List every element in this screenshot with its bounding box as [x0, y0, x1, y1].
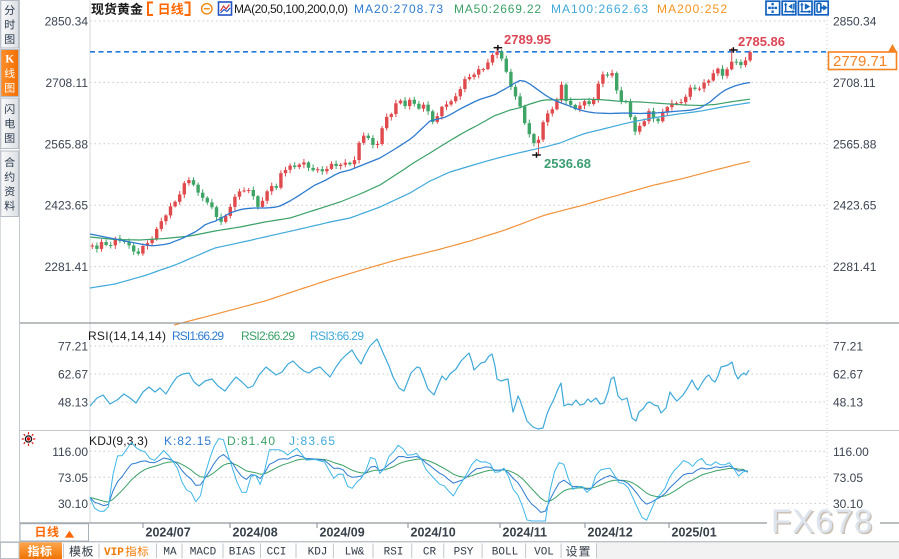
svg-text:MA(20,50,100,200,0,0): MA(20,50,100,200,0,0) — [234, 2, 348, 16]
svg-text:73.05: 73.05 — [833, 471, 863, 485]
svg-text:MA20:2708.73: MA20:2708.73 — [354, 2, 443, 16]
svg-text:2423.65: 2423.65 — [45, 199, 89, 213]
svg-text:RSI(14,14,14): RSI(14,14,14) — [88, 329, 166, 343]
svg-text:2024/10: 2024/10 — [411, 526, 456, 540]
svg-text:MA200:252: MA200:252 — [657, 2, 727, 16]
svg-text:KDJ(9,3,3): KDJ(9,3,3) — [89, 434, 148, 448]
svg-text:2565.88: 2565.88 — [833, 137, 877, 151]
svg-text:2708.11: 2708.11 — [46, 76, 89, 90]
svg-text:2281.41: 2281.41 — [833, 260, 877, 274]
svg-text:116.00: 116.00 — [833, 445, 869, 459]
svg-text:2024/12: 2024/12 — [588, 526, 633, 540]
svg-text:2024/07: 2024/07 — [146, 526, 191, 540]
svg-text:30.10: 30.10 — [833, 497, 863, 511]
svg-text:KDJ: KDJ — [308, 547, 328, 559]
svg-text:LW&: LW& — [345, 547, 365, 559]
svg-text:2785.86: 2785.86 — [738, 34, 785, 49]
svg-text:2708.11: 2708.11 — [833, 76, 876, 90]
svg-text:D:81.40: D:81.40 — [227, 434, 275, 448]
svg-text:2024/09: 2024/09 — [320, 526, 365, 540]
svg-text:BIAS: BIAS — [229, 547, 256, 559]
svg-text:30.10: 30.10 — [58, 497, 88, 511]
svg-text:VOL: VOL — [534, 547, 554, 559]
svg-text:2024/08: 2024/08 — [233, 526, 278, 540]
svg-text:2565.88: 2565.88 — [45, 137, 89, 151]
svg-text:2423.65: 2423.65 — [833, 199, 877, 213]
svg-text:62.67: 62.67 — [833, 368, 863, 382]
svg-text:2850.34: 2850.34 — [45, 15, 89, 29]
svg-text:48.13: 48.13 — [833, 396, 863, 410]
svg-text:62.67: 62.67 — [58, 368, 88, 382]
svg-text:MA50:2669.22: MA50:2669.22 — [454, 2, 541, 16]
svg-text:116.00: 116.00 — [52, 445, 88, 459]
svg-text:RSI2:66.29: RSI2:66.29 — [241, 329, 295, 343]
svg-text:48.13: 48.13 — [58, 396, 88, 410]
svg-text:2024/11: 2024/11 — [503, 526, 548, 540]
svg-text:MA: MA — [163, 547, 177, 559]
svg-text:RSI: RSI — [384, 547, 404, 559]
svg-text:K:82.15: K:82.15 — [164, 434, 211, 448]
svg-text:MACD: MACD — [190, 547, 217, 559]
svg-text:RSI1:66.29: RSI1:66.29 — [172, 329, 224, 343]
svg-text:2779.71: 2779.71 — [833, 53, 887, 70]
svg-text:77.21: 77.21 — [58, 340, 88, 354]
svg-text:2281.41: 2281.41 — [45, 260, 89, 274]
svg-text:CR: CR — [423, 547, 437, 559]
svg-text:2025/01: 2025/01 — [672, 526, 717, 540]
svg-text:PSY: PSY — [454, 547, 474, 559]
svg-text:77.21: 77.21 — [833, 340, 863, 354]
svg-text:2850.34: 2850.34 — [833, 15, 877, 29]
svg-text:J:83.65: J:83.65 — [289, 434, 335, 448]
svg-text:FX678: FX678 — [773, 504, 875, 541]
svg-text:2789.95: 2789.95 — [504, 32, 551, 47]
svg-text:RSI3:66.29: RSI3:66.29 — [310, 329, 364, 343]
svg-text:FX678: FX678 — [771, 503, 873, 540]
svg-text:73.05: 73.05 — [58, 471, 88, 485]
svg-text:VIP: VIP — [104, 547, 124, 559]
svg-text:K: K — [5, 54, 14, 66]
svg-text:BOLL: BOLL — [492, 547, 518, 559]
svg-text:CCI: CCI — [267, 547, 287, 559]
svg-text:2536.68: 2536.68 — [544, 156, 591, 171]
svg-text:MA100:2662.63: MA100:2662.63 — [551, 2, 648, 16]
